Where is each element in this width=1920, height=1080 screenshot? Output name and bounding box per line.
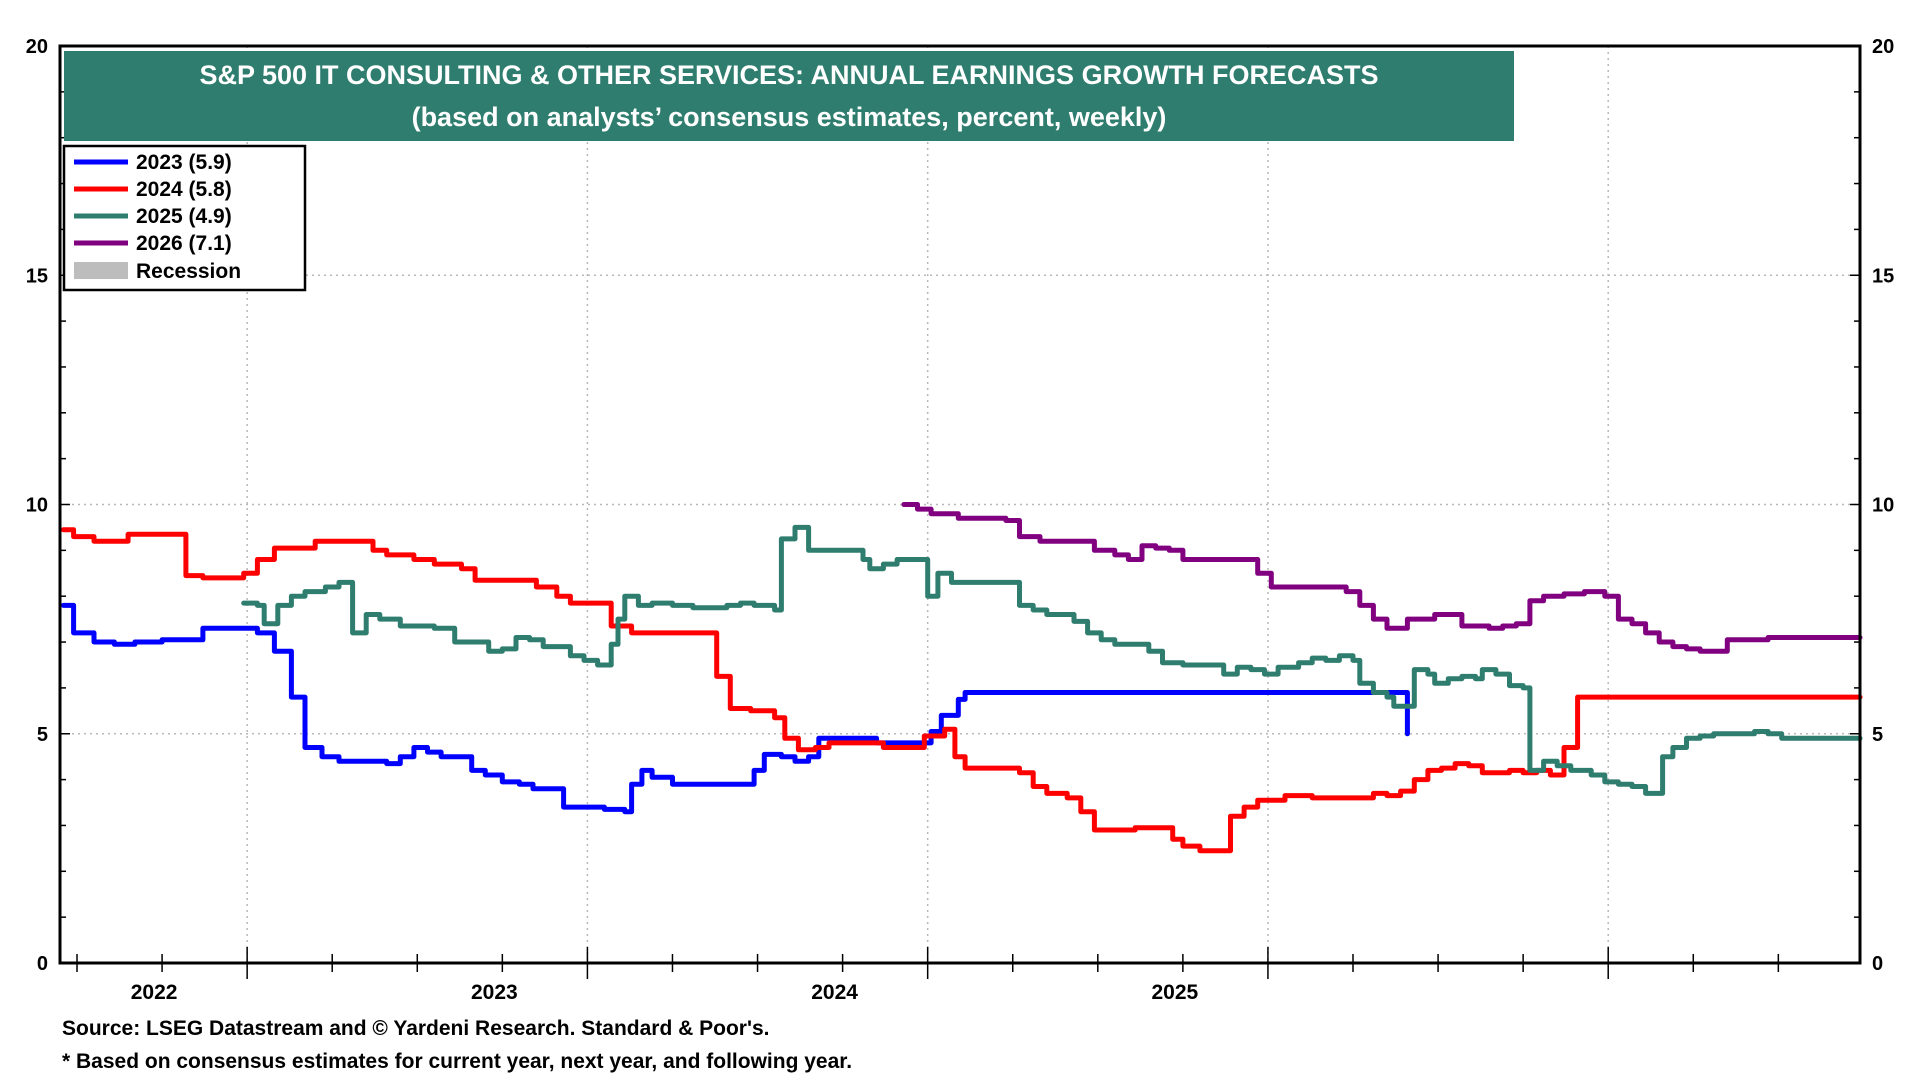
right-tick-label: 20	[1872, 36, 1894, 58]
series-lines	[60, 502, 1863, 854]
legend-swatch-recession	[74, 262, 128, 279]
right-y-axis-labels: 0 5 10 15 20	[1872, 36, 1894, 975]
footnote: * Based on consensus estimates for curre…	[62, 1050, 853, 1073]
left-y-axis-labels: 0 5 10 15 20	[26, 36, 48, 975]
right-tick-label: 15	[1872, 265, 1894, 287]
left-tick-label: 20	[26, 36, 48, 58]
right-tick-label: 10	[1872, 495, 1894, 517]
x-tick-label: 2022	[131, 981, 178, 1004]
series-line-3	[901, 502, 1863, 654]
left-tick-label: 10	[26, 495, 48, 517]
legend: 2023 (5.9) 2024 (5.8) 2025 (4.9) 2026 (7…	[62, 144, 307, 292]
legend-label-recession: Recession	[136, 260, 241, 283]
legend-label-2025: 2025 (4.9)	[136, 205, 232, 228]
legend-label-2026: 2026 (7.1)	[136, 232, 232, 255]
source-note: Source: LSEG Datastream and © Yardeni Re…	[62, 1017, 770, 1040]
x-axis-labels: 2022 2023 2024 2025	[131, 981, 1199, 1004]
right-tick-label: 5	[1872, 724, 1883, 746]
left-tick-label: 5	[37, 724, 48, 746]
x-tick-label: 2024	[811, 981, 858, 1004]
series-line-2	[241, 524, 1863, 796]
gridlines	[60, 46, 1860, 963]
x-tick-label: 2023	[471, 981, 518, 1004]
x-tick-label: 2025	[1152, 981, 1199, 1004]
chart-title: S&P 500 IT CONSULTING & OTHER SERVICES: …	[199, 60, 1378, 90]
right-tick-label: 0	[1872, 953, 1883, 975]
series-line-1	[60, 527, 1863, 854]
legend-label-2023: 2023 (5.9)	[136, 151, 232, 174]
title-box: S&P 500 IT CONSULTING & OTHER SERVICES: …	[64, 51, 1514, 141]
chart-subtitle: (based on analysts’ consensus estimates,…	[412, 102, 1167, 132]
left-tick-label: 0	[37, 953, 48, 975]
left-tick-label: 15	[26, 265, 48, 287]
legend-label-2024: 2024 (5.8)	[136, 178, 232, 201]
